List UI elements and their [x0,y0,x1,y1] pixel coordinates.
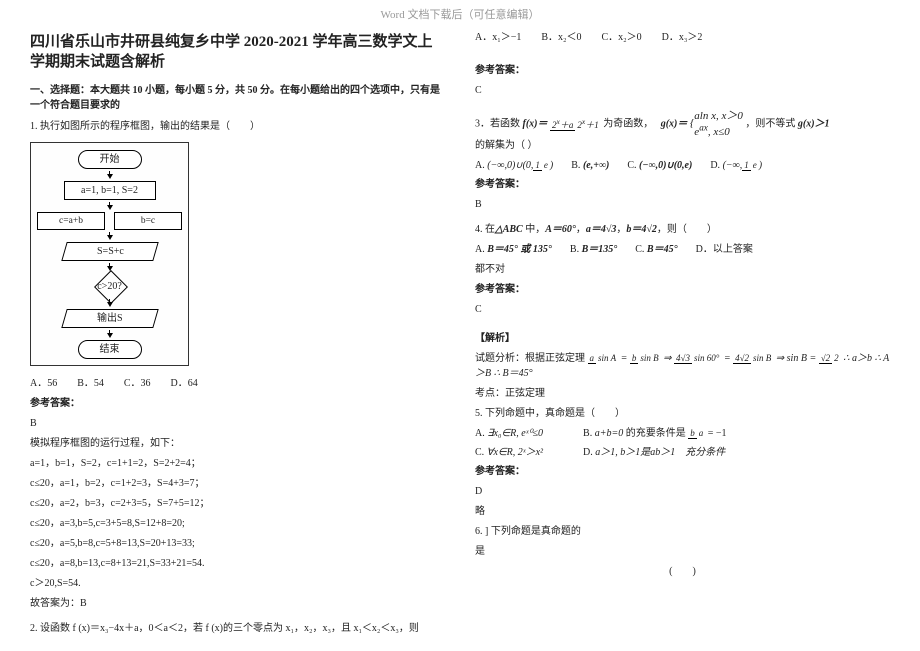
q3-g-cases: {aln x, x＞0eax, x≤0 [690,117,743,129]
page: 四川省乐山市井研县纯复乡中学 2020-2021 学年高三数学文上学期期末试题含… [0,22,920,651]
main-title: 四川省乐山市井研县纯复乡中学 2020-2021 学年高三数学文上学期期末试题含… [30,32,445,73]
flow-c1: c=a+b [37,212,105,230]
q3-answer: B [475,197,890,212]
analysis-label: 【解析】 [475,331,890,346]
q1-explain-head: 模拟程序框图的运行过程，如下： [30,436,445,451]
q5-answer: D [475,484,890,499]
q5-note: 略 [475,504,890,519]
flow-end: 结束 [78,340,142,359]
q5-oA: A. ∃x₀∈R, eˣ⁰≤0 [475,426,543,441]
q1-answer: B [30,416,445,431]
flow-init: a=1, b=1, S=2 [64,181,156,200]
flow-c2: b=c [114,212,182,230]
q2-options: A．x₁＞−1 B．x₂＜0 C．x₂＞0 D．x₃＞2 [475,30,890,45]
q4-text: 4. 在△ABC 中，A＝60°，a＝4√3，b＝4√2，则（ ） [475,222,890,237]
q2-oB: B．x₂＜0 [541,30,581,45]
section1-head: 一、选择题：本大题共 10 小题，每小题 5 分，共 50 分。在每小题给出的四… [30,83,445,113]
q1-e6: c≤20，a=8,b=13,c=8+13=21,S=33+21=54. [30,556,445,571]
q3-oB: B. (e,+∞) [571,158,609,173]
q2-text: 2. 设函数 f (x)＝x₃−4x＋a，0＜a＜2，若 f (x)的三个零点为… [30,621,445,636]
q1-e2: c≤20，a=1，b=2，c=1+2=3，S=4+3=7； [30,476,445,491]
q5-oD: D. a＞1, b＞1是ab＞1 充分条件 [583,445,726,460]
q1-text: 1. 执行如图所示的程序框图，输出的结果是（ ） [30,119,445,134]
q4-analysis: 试题分析：根据正弦定理 asin A = bsin B ⇒ 4√3sin 60°… [475,351,890,381]
q3-oA: A. (−∞,0)∪(0,1e) [475,158,553,173]
q4-options: A. B＝45° 或 135° B. B＝135° C. B＝45° D．以上答… [475,242,890,257]
q1-ans-label: 参考答案： [30,396,445,411]
q3-line: 3．若函数 f(x)＝ 2x＋a2x＋1 为奇函数， g(x)＝ {aln x,… [475,110,890,153]
q5-options: A. ∃x₀∈R, eˣ⁰≤0 C. ∀x∈R, 2ˣ＞x² B. a+b=0 … [475,426,890,460]
right-column: A．x₁＞−1 B．x₂＜0 C．x₂＞0 D．x₃＞2 参考答案： C 3．若… [475,26,890,641]
q4-answer: C [475,302,890,317]
flow-start: 开始 [78,150,142,169]
q4-oD: D．以上答案 [696,242,753,257]
q4-ans-label: 参考答案： [475,282,890,297]
flow-out: 输出S [61,309,158,328]
q3-oD: D. (−∞,1e) [710,158,762,173]
flowchart: 开始 a=1, b=1, S=2 c=a+b b=c S=S+c c>20? 输… [30,142,189,366]
q3-ineq: g(x)＞1 [798,118,830,129]
q2-ans-label: 参考答案： [475,63,890,78]
q3-g: g(x)＝ [661,118,688,129]
q1-e5: c≤20，a=5,b=8,c=5+8=13,S=20+13=33; [30,536,445,551]
q5-ans-label: 参考答案： [475,464,890,479]
q2-oD: D．x₃＞2 [662,30,703,45]
q3-options: A. (−∞,0)∪(0,1e) B. (e,+∞) C. (−∞,0)∪(0,… [475,158,890,173]
q1-options: A．56 B．54 C．36 D．64 [30,376,445,391]
q4-oC: C. B＝45° [635,242,677,257]
q6-text2: 是 [475,544,890,559]
q1-e4: c≤20，a=3,b=5,c=3+5=8,S=12+8=20; [30,516,445,531]
q4-oA: A. B＝45° 或 135° [475,242,552,257]
q5-oA2: C. ∀x∈R, 2ˣ＞x² [475,445,543,460]
q2-oC: C．x₂＞0 [602,30,642,45]
q6-text: 6. ] 下列命题是真命题的 [475,524,890,539]
q3-f-frac: 2x＋a2x＋1 [550,118,601,130]
q5-text: 5. 下列命题中，真命题是（ ） [475,406,890,421]
q1-e1: a=1，b=1，S=2，c=1+1=2，S=2+2=4； [30,456,445,471]
q3-oC: C. (−∞,0)∪(0,e) [627,158,692,173]
q1-e3: c≤20，a=2，b=3，c=2+3=5，S=7+5=12； [30,496,445,511]
q3-ans-label: 参考答案： [475,177,890,192]
q4-note: 都不对 [475,262,890,277]
left-column: 四川省乐山市井研县纯复乡中学 2020-2021 学年高三数学文上学期期末试题含… [30,26,445,641]
q2-answer: C [475,83,890,98]
q6-text3: ( ) [475,564,890,579]
q5-oB: B. a+b=0 的充要条件是 ba = −1 [583,426,726,441]
q2-oA: A．x₁＞−1 [475,30,521,45]
doc-header: Word 文档下载后（可任意编辑） [0,0,920,22]
q1-e8: 故答案为：B [30,596,445,611]
q3-f: f(x)＝ [523,118,548,129]
flow-cond: c>20? [80,275,140,297]
q1-e7: c＞20,S=54. [30,576,445,591]
q4-oB: B. B＝135° [570,242,617,257]
flow-s: S=S+c [61,242,158,261]
q4-kd: 考点：正弦定理 [475,386,890,401]
